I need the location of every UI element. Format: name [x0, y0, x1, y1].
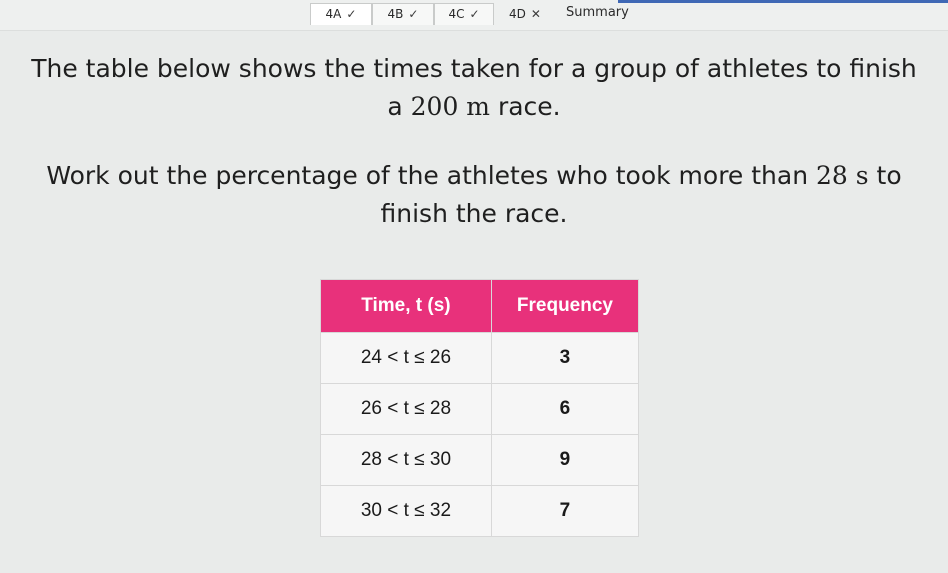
- question-paragraph-1: The table below shows the times taken fo…: [0, 50, 948, 126]
- distance-value: 200 m: [410, 92, 491, 121]
- frequency-cell: 7: [490, 485, 640, 537]
- table-row: 24 < t ≤ 26 3: [320, 332, 640, 384]
- tab-bar: 4A ✓ 4B ✓ 4C ✓ 4D ✕ Summary: [0, 0, 948, 31]
- tab-4a[interactable]: 4A ✓: [310, 3, 372, 25]
- question-line-3-pre: Work out the percentage of the athletes …: [46, 161, 817, 190]
- check-icon: ✓: [346, 7, 357, 21]
- tab-4d[interactable]: 4D ✕: [494, 3, 556, 25]
- header-time: Time, t (s): [320, 279, 492, 333]
- tab-4b[interactable]: 4B ✓: [372, 3, 434, 25]
- table-header-row: Time, t (s) Frequency: [320, 279, 640, 333]
- check-icon: ✓: [469, 7, 480, 21]
- time-cell: 24 < t ≤ 26: [320, 332, 492, 384]
- frequency-cell: 9: [490, 434, 640, 486]
- frequency-table: Time, t (s) Frequency 24 < t ≤ 26 3 26 <…: [320, 279, 640, 537]
- question-line-2-pre: a: [387, 92, 411, 121]
- check-icon: ✓: [408, 7, 419, 21]
- time-cell: 30 < t ≤ 32: [320, 485, 492, 537]
- tab-4c[interactable]: 4C ✓: [434, 3, 494, 25]
- question-line-3-post: to: [868, 161, 902, 190]
- tab-4a-label: 4A: [325, 7, 342, 21]
- frequency-cell: 6: [490, 383, 640, 435]
- time-cell: 28 < t ≤ 30: [320, 434, 492, 486]
- table-row: 28 < t ≤ 30 9: [320, 434, 640, 486]
- tab-4b-label: 4B: [387, 7, 404, 21]
- table-row: 30 < t ≤ 32 7: [320, 485, 640, 537]
- summary-tab[interactable]: Summary: [566, 5, 629, 20]
- tab-4d-label: 4D: [509, 7, 526, 21]
- question-line-3: Work out the percentage of the athletes …: [0, 157, 948, 195]
- question-line-2-post: race.: [490, 92, 561, 121]
- time-value: 28 s: [816, 161, 869, 190]
- question-paragraph-2: Work out the percentage of the athletes …: [0, 157, 948, 233]
- table-row: 26 < t ≤ 28 6: [320, 383, 640, 435]
- time-cell: 26 < t ≤ 28: [320, 383, 492, 435]
- header-frequency: Frequency: [490, 279, 640, 333]
- tab-bar-accent: [618, 0, 948, 3]
- question-line-4: finish the race.: [380, 199, 568, 228]
- cross-icon: ✕: [530, 7, 541, 21]
- question-line-2: a 200 m race.: [0, 88, 948, 126]
- frequency-cell: 3: [490, 332, 640, 384]
- question-line-1: The table below shows the times taken fo…: [31, 54, 917, 83]
- tab-4c-label: 4C: [448, 7, 465, 21]
